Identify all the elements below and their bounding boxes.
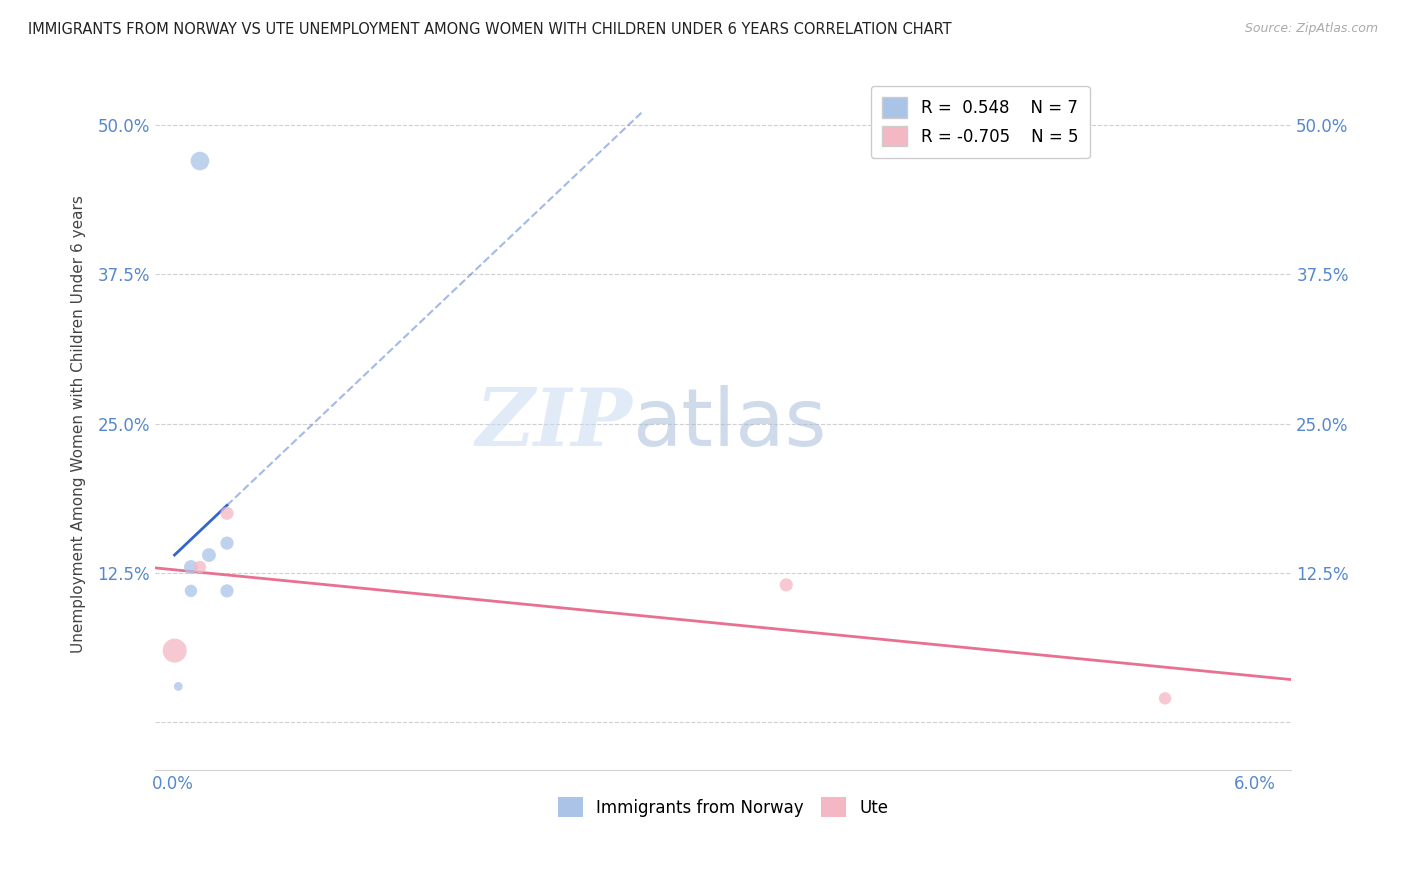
Point — [188, 154, 211, 169]
Y-axis label: Unemployment Among Women with Children Under 6 years: Unemployment Among Women with Children U… — [72, 194, 86, 653]
Point — [1154, 691, 1177, 706]
Legend: Immigrants from Norway, Ute: Immigrants from Norway, Ute — [551, 790, 894, 824]
Point — [198, 548, 221, 562]
Point — [180, 583, 202, 598]
Text: IMMIGRANTS FROM NORWAY VS UTE UNEMPLOYMENT AMONG WOMEN WITH CHILDREN UNDER 6 YEA: IMMIGRANTS FROM NORWAY VS UTE UNEMPLOYME… — [28, 22, 952, 37]
Point — [215, 506, 238, 520]
Point — [163, 643, 186, 657]
Point — [180, 560, 202, 574]
Point — [775, 578, 797, 592]
Text: Source: ZipAtlas.com: Source: ZipAtlas.com — [1244, 22, 1378, 36]
Point — [188, 560, 211, 574]
Text: atlas: atlas — [633, 384, 827, 463]
Point — [215, 583, 238, 598]
Point — [167, 680, 190, 694]
Point — [215, 536, 238, 550]
Text: ZIP: ZIP — [475, 385, 633, 462]
